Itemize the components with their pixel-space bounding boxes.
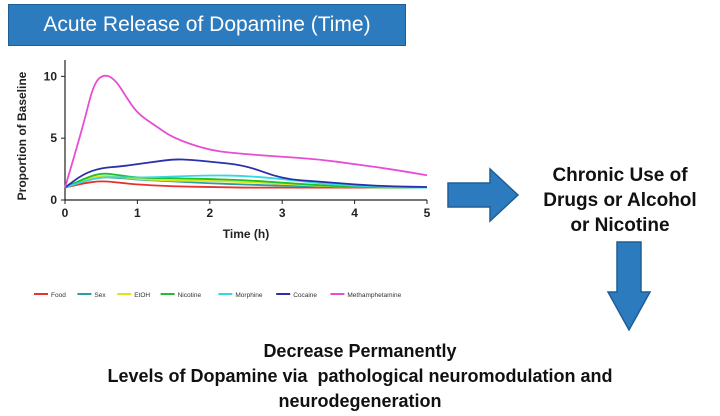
line-chart: 0 1 2 3 4 5 0 5 10 Time (h) Proportion of Baseline… bbox=[15, 60, 431, 299]
x-tick-label: 3 bbox=[279, 206, 286, 220]
series-line-methamphetamine bbox=[64, 74, 428, 188]
chronic-use-line-1: Chronic Use of bbox=[552, 165, 688, 186]
x-axis-label: Time (h) bbox=[223, 227, 269, 241]
series-line-cocaine bbox=[64, 158, 428, 189]
x-tick-label: 4 bbox=[351, 206, 358, 220]
x-tick-label: 0 bbox=[62, 206, 69, 220]
chronic-use-text: Chronic Use of Drugs or Alcohol or Nicot… bbox=[520, 163, 720, 238]
y-axis-label: Proportion of Baseline bbox=[15, 71, 29, 200]
y-tick-label: 5 bbox=[50, 131, 57, 145]
chart-title-banner: Acute Release of Dopamine (Time) bbox=[8, 4, 406, 46]
legend-label-sex: Sex bbox=[94, 292, 106, 299]
series-line-morphine bbox=[64, 174, 428, 189]
legend-label-methamphetamine: Methamphetamine bbox=[347, 292, 401, 299]
x-tick-label: 5 bbox=[424, 206, 431, 220]
legend-label-etoh: EtOH bbox=[134, 292, 150, 299]
y-tick-label: 0 bbox=[50, 193, 57, 207]
x-tick-label: 2 bbox=[206, 206, 213, 220]
y-tick-label: 10 bbox=[44, 69, 58, 83]
down-arrow-icon bbox=[606, 241, 652, 332]
conclusion-line-1: Decrease Permanently bbox=[263, 341, 457, 361]
conclusion-line-3: neurodegeneration bbox=[278, 391, 442, 411]
legend-label-morphine: Morphine bbox=[235, 292, 262, 299]
chart-title: Acute Release of Dopamine (Time) bbox=[43, 13, 371, 36]
chronic-use-line-2: Drugs or Alcohol bbox=[543, 190, 697, 211]
chronic-use-line-3: or Nicotine bbox=[570, 215, 670, 236]
conclusion-text: Decrease Permanently Levels of Dopamine … bbox=[0, 339, 720, 414]
series-line-nicotine bbox=[64, 172, 427, 189]
legend-label-food: Food bbox=[51, 292, 66, 299]
right-arrow-icon bbox=[447, 167, 520, 223]
x-tick-label: 1 bbox=[134, 206, 141, 220]
conclusion-line-2: Levels of Dopamine via pathological neur… bbox=[107, 366, 613, 386]
series-line-food bbox=[64, 180, 427, 189]
legend-label-nicotine: Nicotine bbox=[178, 292, 202, 299]
legend-label-cocaine: Cocaine bbox=[293, 292, 317, 299]
